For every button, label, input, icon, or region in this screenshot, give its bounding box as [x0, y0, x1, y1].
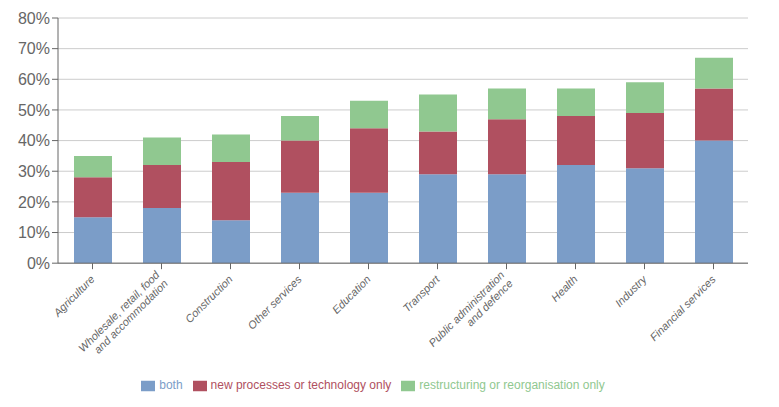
- html-text:new processes or technology on: new processes or technology only: [210, 378, 392, 393]
- svg-text:Agriculture: Agriculture: [50, 273, 96, 319]
- svg-text:80%: 80%: [18, 10, 50, 27]
- svg-text:Construction: Construction: [183, 273, 235, 325]
- svg-text:40%: 40%: [18, 132, 50, 149]
- svg-text:Wholesale, retail, foodand acc: Wholesale, retail, foodand accommodation: [76, 268, 171, 363]
- html-text:restructuring or reorganisatio: restructuring or reorganisation only: [419, 378, 605, 393]
- svg-text:Other services: Other services: [245, 273, 304, 332]
- svg-text:10%: 10%: [18, 224, 50, 241]
- svg-text:Transport: Transport: [401, 272, 443, 314]
- svg-text:Industry: Industry: [613, 272, 650, 309]
- svg-text:60%: 60%: [18, 71, 50, 88]
- svg-text:20%: 20%: [18, 194, 50, 211]
- html-text:both: both: [159, 378, 183, 393]
- svg-text:70%: 70%: [18, 40, 50, 57]
- svg-text:Education: Education: [330, 273, 373, 316]
- svg-text:Health: Health: [549, 273, 580, 304]
- svg-text:30%: 30%: [18, 163, 50, 180]
- svg-text:Public administrationand defen: Public administrationand defence: [426, 269, 515, 358]
- svg-text:0%: 0%: [27, 255, 50, 272]
- svg-text:50%: 50%: [18, 102, 50, 119]
- svg-text:Financial services: Financial services: [647, 273, 718, 344]
